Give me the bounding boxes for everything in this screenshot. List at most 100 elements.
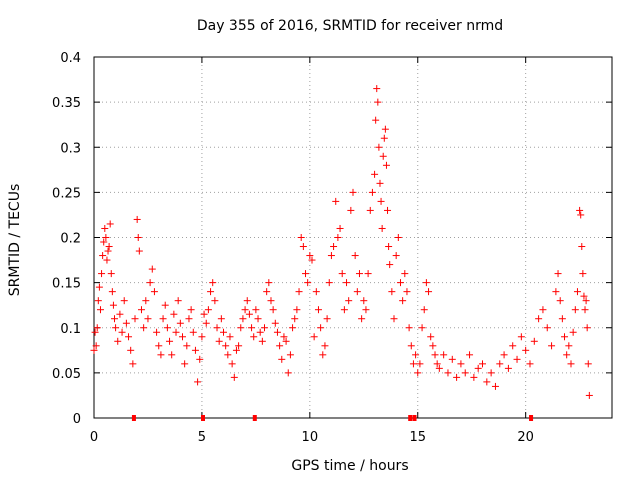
data-point	[95, 283, 103, 291]
data-point	[565, 342, 573, 350]
data-point	[237, 324, 245, 332]
data-point	[293, 306, 301, 314]
zero-marker	[412, 415, 417, 421]
data-point	[306, 252, 314, 260]
data-point	[176, 319, 184, 327]
x-tick-label: 15	[409, 430, 426, 445]
data-point	[448, 355, 456, 363]
data-point	[163, 324, 171, 332]
data-point	[470, 373, 478, 381]
data-point	[556, 297, 564, 305]
data-point	[379, 152, 387, 160]
data-point	[271, 319, 279, 327]
x-axis-ticks: 0 5 10 15 20	[90, 57, 534, 445]
data-point	[142, 297, 150, 305]
data-point	[416, 360, 424, 368]
data-point	[265, 279, 273, 287]
data-point	[185, 315, 193, 323]
data-point	[196, 355, 204, 363]
data-point	[554, 270, 562, 278]
zero-marker	[131, 415, 136, 421]
data-point	[323, 315, 331, 323]
data-point	[200, 310, 208, 318]
y-axis-ticks: 0 0.05 0.1 0.15 0.2 0.25 0.3 0.35 0.4	[52, 51, 612, 427]
data-point	[308, 256, 316, 264]
data-point	[405, 324, 413, 332]
data-point	[258, 337, 266, 345]
data-point	[583, 324, 591, 332]
data-point	[425, 288, 433, 296]
data-point	[576, 206, 584, 214]
data-point	[172, 328, 180, 336]
data-point	[325, 279, 333, 287]
data-point	[382, 161, 390, 169]
data-point	[174, 297, 182, 305]
data-point	[153, 328, 161, 336]
data-point	[304, 279, 312, 287]
data-point	[444, 369, 452, 377]
data-point	[161, 301, 169, 309]
data-point	[150, 288, 158, 296]
data-point	[248, 324, 256, 332]
data-point	[127, 346, 135, 354]
data-point	[418, 324, 426, 332]
data-point	[453, 373, 461, 381]
data-point	[134, 234, 142, 241]
data-point	[148, 265, 156, 273]
data-point	[207, 288, 215, 296]
data-point	[487, 369, 495, 377]
data-point	[187, 306, 195, 314]
data-point	[558, 315, 566, 323]
data-point	[375, 143, 383, 151]
data-point	[252, 306, 260, 314]
data-point	[349, 188, 357, 196]
data-point	[168, 351, 176, 359]
data-point	[390, 315, 398, 323]
data-point	[107, 270, 115, 278]
grid-layer	[94, 57, 612, 418]
data-point	[215, 337, 223, 345]
data-point	[433, 360, 441, 368]
data-point	[209, 279, 217, 287]
data-point	[111, 315, 119, 323]
data-point	[569, 328, 577, 336]
data-point	[129, 360, 137, 368]
x-tick-label: 10	[302, 430, 319, 445]
chart-title: Day 355 of 2016, SRMTID for receiver nrm…	[197, 18, 503, 34]
data-point	[340, 306, 348, 314]
data-point	[457, 360, 465, 368]
data-point	[282, 337, 290, 345]
data-point	[157, 351, 165, 359]
data-point	[394, 234, 402, 241]
data-point	[112, 324, 120, 332]
data-point	[276, 342, 284, 350]
data-point	[577, 211, 585, 219]
data-point	[116, 310, 124, 318]
data-point	[392, 252, 400, 260]
data-point	[159, 315, 167, 323]
data-point	[140, 324, 148, 332]
data-point	[93, 324, 101, 332]
data-point	[114, 337, 122, 345]
data-point	[491, 382, 499, 390]
data-point	[254, 315, 262, 323]
data-point	[483, 378, 491, 386]
data-point	[573, 288, 581, 296]
data-point	[125, 333, 133, 341]
data-point	[522, 346, 530, 354]
data-point	[267, 297, 275, 305]
data-point	[362, 306, 370, 314]
data-point	[581, 306, 589, 314]
data-point	[228, 360, 236, 368]
data-point	[99, 252, 107, 260]
data-point	[118, 328, 126, 336]
data-point	[535, 315, 543, 323]
data-point	[104, 247, 112, 255]
data-point	[273, 328, 281, 336]
data-point	[504, 364, 512, 372]
data-point	[100, 238, 108, 246]
data-point	[239, 315, 247, 323]
data-point	[345, 297, 353, 305]
data-point	[146, 279, 154, 287]
